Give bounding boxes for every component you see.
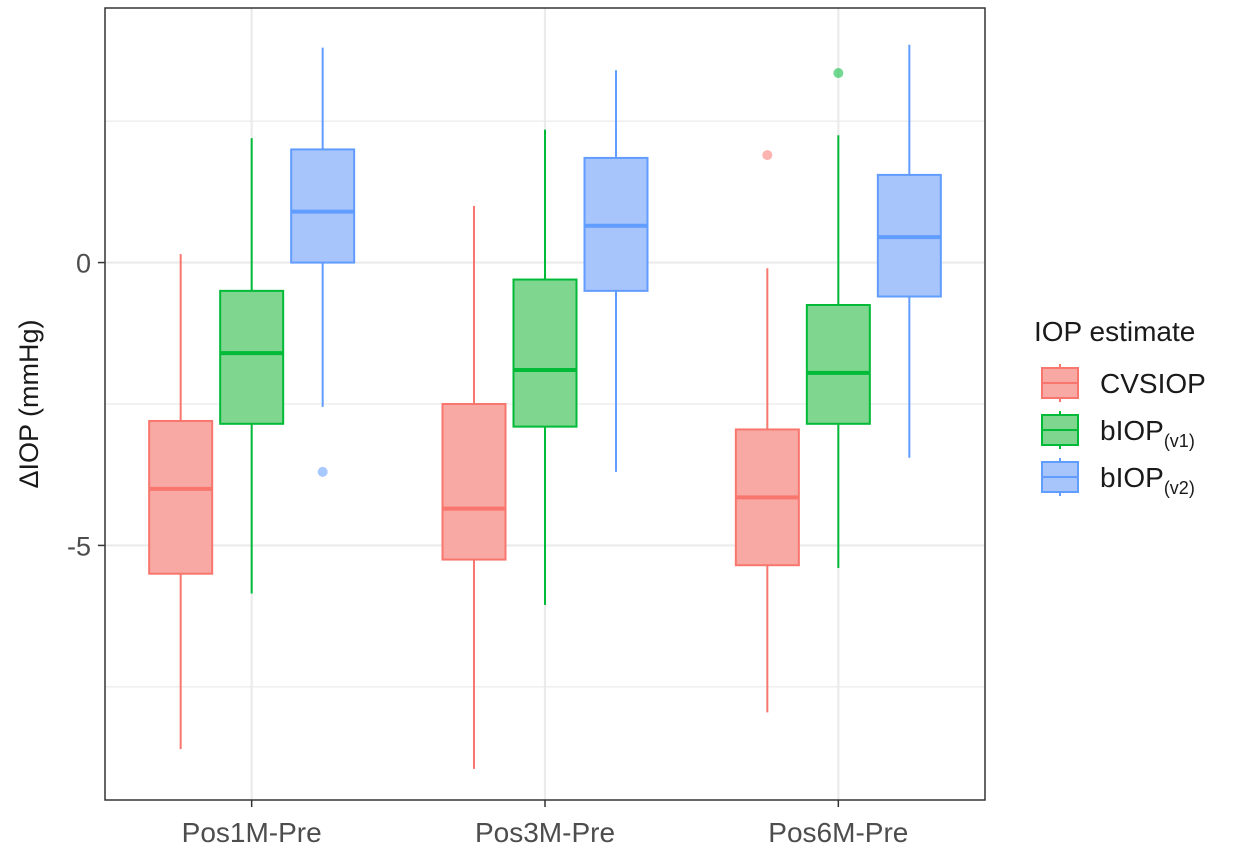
y-tick-label: 0 bbox=[76, 249, 91, 279]
legend-key bbox=[1041, 364, 1079, 402]
series-cvsiop bbox=[148, 150, 800, 769]
box-iqr bbox=[805, 304, 871, 425]
box-series-group bbox=[148, 44, 942, 769]
legend-label: bIOP(v2) bbox=[1100, 462, 1195, 498]
legend-label-subscript: (v2) bbox=[1164, 478, 1195, 498]
box-iqr bbox=[290, 148, 356, 264]
outlier-point bbox=[762, 150, 773, 161]
x-tick-label: Pos1M-Pre bbox=[182, 817, 322, 848]
legend-key bbox=[1041, 458, 1079, 496]
box-iqr bbox=[148, 419, 214, 575]
legend-label: CVSIOP bbox=[1100, 368, 1206, 399]
outlier-point bbox=[317, 466, 328, 477]
series-biop-v2- bbox=[290, 44, 942, 477]
series-biop-v1- bbox=[219, 68, 871, 605]
y-tick-label: -5 bbox=[67, 531, 91, 561]
box-iqr bbox=[512, 278, 578, 428]
outlier-point bbox=[833, 68, 844, 79]
legend: IOP estimate CVSIOP bIOP(v1) bIOP(v2) bbox=[1034, 316, 1206, 498]
legend-label-subscript: (v1) bbox=[1164, 431, 1195, 451]
box-iqr bbox=[219, 289, 285, 425]
x-axis-ticks: Pos1M-Pre Pos3M-Pre Pos6M-Pre bbox=[182, 800, 908, 848]
x-tick-label: Pos3M-Pre bbox=[475, 817, 615, 848]
legend-label: bIOP(v1) bbox=[1100, 415, 1195, 451]
legend-key bbox=[1041, 411, 1079, 449]
x-tick-label: Pos6M-Pre bbox=[768, 817, 908, 848]
y-axis-label: ΔIOP (mmHg) bbox=[14, 319, 44, 488]
box-iqr bbox=[441, 403, 507, 561]
legend-title: IOP estimate bbox=[1034, 316, 1195, 347]
y-axis-ticks: 0 -5 bbox=[67, 249, 105, 561]
